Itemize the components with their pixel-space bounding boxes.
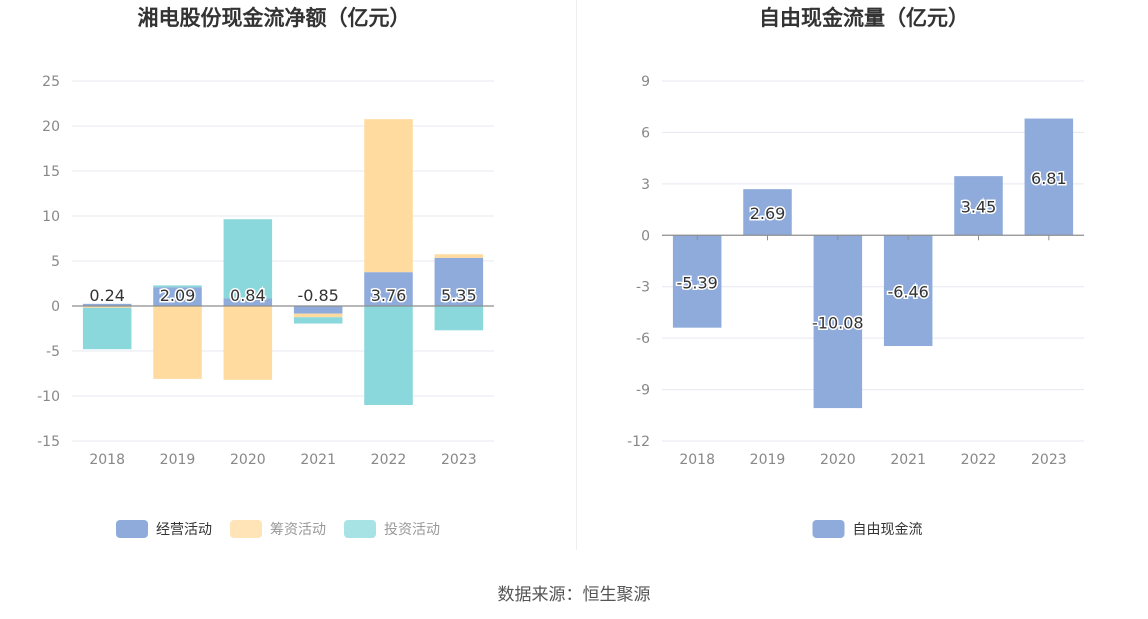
y-tick-label: 10 bbox=[42, 209, 60, 225]
bar-投资活动-2020 bbox=[223, 219, 273, 299]
legend-swatch bbox=[116, 520, 148, 538]
bar-自由现金流-2020 bbox=[813, 235, 863, 409]
bar-投资活动-2023 bbox=[434, 306, 484, 331]
chart-2: 自由现金流量（亿元） 9 6 3 0 -3 -6 -9 -12 2018 2019 2020 2021 2… bbox=[627, 6, 1084, 538]
bar-筹资活动-2020 bbox=[223, 306, 273, 380]
x-tick-label: 2021 bbox=[300, 452, 336, 468]
data-label: 6.81 bbox=[1031, 169, 1067, 188]
bar-自由现金流-2018 bbox=[672, 235, 722, 328]
x-tick-label: 2020 bbox=[230, 452, 266, 468]
y-tick-label: -3 bbox=[636, 280, 650, 296]
bar-筹资活动-2018 bbox=[82, 306, 132, 308]
y-tick-label: 9 bbox=[641, 74, 650, 90]
data-label: 3.76 bbox=[371, 286, 407, 305]
bar-筹资活动-2021 bbox=[293, 313, 343, 318]
y-tick-label: 20 bbox=[42, 119, 60, 135]
y-tick-label: -9 bbox=[636, 383, 650, 399]
chart-title: 自由现金流量（亿元） bbox=[759, 6, 969, 30]
y-tick-label: 0 bbox=[641, 228, 650, 244]
bar-投资活动-2021 bbox=[293, 317, 343, 324]
bar-自由现金流-2023 bbox=[1024, 118, 1074, 236]
data-label: 0.24 bbox=[89, 286, 125, 305]
data-label: -5.39 bbox=[676, 273, 717, 292]
bar-投资活动-2019 bbox=[153, 285, 202, 288]
bar-自由现金流-2019 bbox=[743, 189, 792, 236]
y-tick-label: -12 bbox=[627, 434, 650, 450]
x-tick-label: 2022 bbox=[961, 452, 997, 468]
bar-经营活动-2018 bbox=[82, 303, 132, 306]
bar-经营活动-2021 bbox=[293, 306, 343, 314]
x-tick-label: 2019 bbox=[750, 452, 786, 468]
x-tick-label: 2019 bbox=[160, 452, 196, 468]
x-tick-label: 2021 bbox=[890, 452, 926, 468]
panel-divider bbox=[576, 0, 577, 550]
data-label: -6.46 bbox=[887, 283, 928, 302]
legend-label: 投资活动 bbox=[384, 522, 440, 538]
chart-svg: 湘电股份现金流净额（亿元） 25 20 15 10 5 0 -5 -10 -15 2018 2019 2… bbox=[37, 6, 1084, 538]
y-tick-label: 3 bbox=[641, 177, 650, 193]
bar-经营活动-2019 bbox=[153, 287, 202, 306]
legend-label: 筹资活动 bbox=[270, 521, 326, 538]
bar-自由现金流-2022 bbox=[954, 176, 1003, 236]
legend-label: 自由现金流 bbox=[853, 522, 923, 538]
x-tick-label: 2023 bbox=[441, 452, 477, 468]
y-tick-label: 15 bbox=[42, 164, 60, 180]
x-tick-label: 2022 bbox=[371, 452, 407, 468]
y-tick-label: 0 bbox=[51, 299, 60, 315]
y-tick-label: 25 bbox=[42, 74, 60, 90]
y-tick-label: -5 bbox=[46, 344, 60, 360]
x-tick-label: 2018 bbox=[679, 452, 715, 468]
source-note: 数据来源：恒生聚源 bbox=[497, 585, 651, 605]
bar-经营活动-2023 bbox=[434, 257, 484, 306]
data-label: 0.84 bbox=[230, 286, 266, 305]
legend-swatch bbox=[230, 520, 262, 538]
data-label: 5.35 bbox=[441, 286, 477, 305]
bar-经营活动-2022 bbox=[364, 272, 413, 306]
bar-投资活动-2018 bbox=[82, 307, 132, 350]
bar-筹资活动-2019 bbox=[153, 306, 202, 379]
bar-筹资活动-2022 bbox=[364, 119, 413, 273]
legend-swatch bbox=[812, 520, 845, 538]
bar-投资活动-2022 bbox=[364, 306, 413, 405]
data-label: 3.45 bbox=[961, 198, 997, 217]
x-tick-label: 2023 bbox=[1031, 452, 1067, 468]
chart-title: 湘电股份现金流净额（亿元） bbox=[138, 6, 411, 30]
chart-1: 湘电股份现金流净额（亿元） 25 20 15 10 5 0 -5 -10 -15 2018 2019 2… bbox=[37, 6, 494, 538]
data-label: -0.85 bbox=[297, 286, 338, 305]
x-tick-label: 2020 bbox=[820, 452, 856, 468]
y-tick-label: -15 bbox=[37, 434, 60, 450]
data-label: -10.08 bbox=[812, 314, 864, 333]
legend-swatch bbox=[344, 520, 376, 538]
y-tick-label: 6 bbox=[641, 125, 650, 141]
bar-经营活动-2020 bbox=[223, 298, 273, 306]
bar-筹资活动-2023 bbox=[434, 254, 484, 258]
data-label: 2.09 bbox=[160, 286, 196, 305]
x-tick-label: 2018 bbox=[89, 452, 125, 468]
y-tick-label: 5 bbox=[51, 254, 60, 270]
legend-label: 经营活动 bbox=[156, 522, 212, 538]
y-tick-label: -6 bbox=[636, 331, 650, 347]
bar-自由现金流-2021 bbox=[883, 235, 933, 347]
data-label: 2.69 bbox=[750, 204, 786, 223]
y-tick-label: -10 bbox=[37, 389, 60, 405]
